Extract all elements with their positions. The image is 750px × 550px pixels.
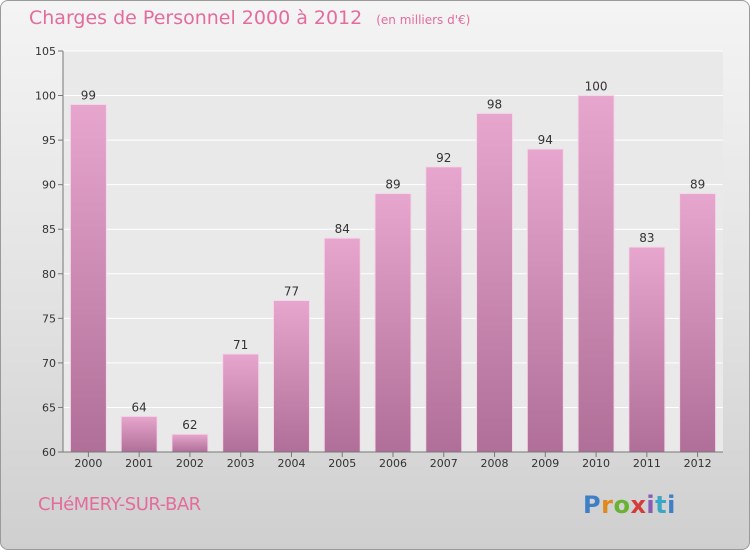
data-label: 64: [132, 400, 147, 414]
data-label: 94: [538, 133, 553, 147]
y-tick-label: 100: [35, 90, 56, 103]
x-tick-label: 2005: [328, 457, 356, 470]
data-label: 84: [335, 222, 350, 236]
bar: [222, 353, 260, 453]
x-tick-label: 2007: [430, 457, 458, 470]
x-tick-label: 2004: [277, 457, 305, 470]
y-tick-label: 70: [42, 357, 56, 370]
y-tick-label: 90: [42, 179, 56, 192]
data-label: 71: [233, 338, 248, 352]
chart-title: Charges de Personnel 2000 à 2012: [29, 7, 363, 29]
data-label: 77: [284, 285, 299, 299]
y-tick-label: 105: [35, 45, 56, 58]
x-tick-label: 2011: [633, 457, 661, 470]
bars: 99 64 62 71 77 84 89 92 98 94 100 83 89: [69, 80, 717, 453]
y-tick-label: 75: [42, 312, 56, 325]
data-label: 83: [639, 231, 654, 245]
chart-title-block: Charges de Personnel 2000 à 2012 (en mill…: [29, 7, 470, 29]
brand-logo-letter: r: [601, 491, 614, 519]
data-label: 98: [487, 97, 502, 111]
bar: [577, 95, 615, 453]
x-axis: 2000 2001 2002 2003 2004 2005 2006 2007 2008 2009…: [63, 451, 723, 470]
brand-logo: Proxiti: [583, 491, 676, 519]
brand-logo-letter: x: [630, 491, 647, 519]
data-label: 99: [81, 88, 96, 102]
bar: [171, 433, 209, 453]
x-tick-label: 2002: [176, 457, 204, 470]
x-tick-label: 2012: [684, 457, 712, 470]
brand-logo-letter: o: [613, 491, 631, 519]
y-tick-label: 95: [42, 134, 56, 147]
y-tick-label: 60: [42, 446, 56, 459]
bar: [679, 193, 717, 453]
bar: [425, 166, 463, 453]
brand-logo-letter: P: [583, 491, 602, 519]
y-tick-label: 80: [42, 268, 56, 281]
bar: [120, 415, 158, 453]
data-label: 89: [385, 178, 400, 192]
x-tick-label: 2010: [582, 457, 610, 470]
bar: [526, 148, 564, 453]
data-label: 100: [585, 80, 608, 94]
x-tick-label: 2008: [481, 457, 509, 470]
x-tick-label: 2006: [379, 457, 407, 470]
x-tick-label: 2000: [74, 457, 102, 470]
x-tick-label: 2009: [531, 457, 559, 470]
x-tick-label: 2001: [125, 457, 153, 470]
brand-logo-letter: i: [667, 491, 676, 519]
bar: [374, 193, 412, 453]
brand-logo-letter: i: [646, 491, 656, 519]
y-tick-label: 85: [42, 223, 56, 236]
bar: [476, 112, 514, 453]
brand-logo-letter: t: [655, 491, 668, 519]
bar: [628, 246, 666, 453]
data-label: 89: [690, 178, 705, 192]
y-tick-label: 65: [42, 401, 56, 414]
place-name: CHéMERY-SUR-BAR: [38, 494, 201, 515]
x-tick-label: 2003: [227, 457, 255, 470]
data-label: 62: [182, 418, 197, 432]
y-axis: 60 65 70 75 80 85 90 95 100 105: [35, 45, 64, 459]
data-label: 92: [436, 151, 451, 165]
bar: [272, 300, 310, 453]
bar: [323, 237, 361, 453]
bar: [69, 103, 107, 453]
chart-subtitle: (en milliers d'€): [376, 13, 471, 27]
